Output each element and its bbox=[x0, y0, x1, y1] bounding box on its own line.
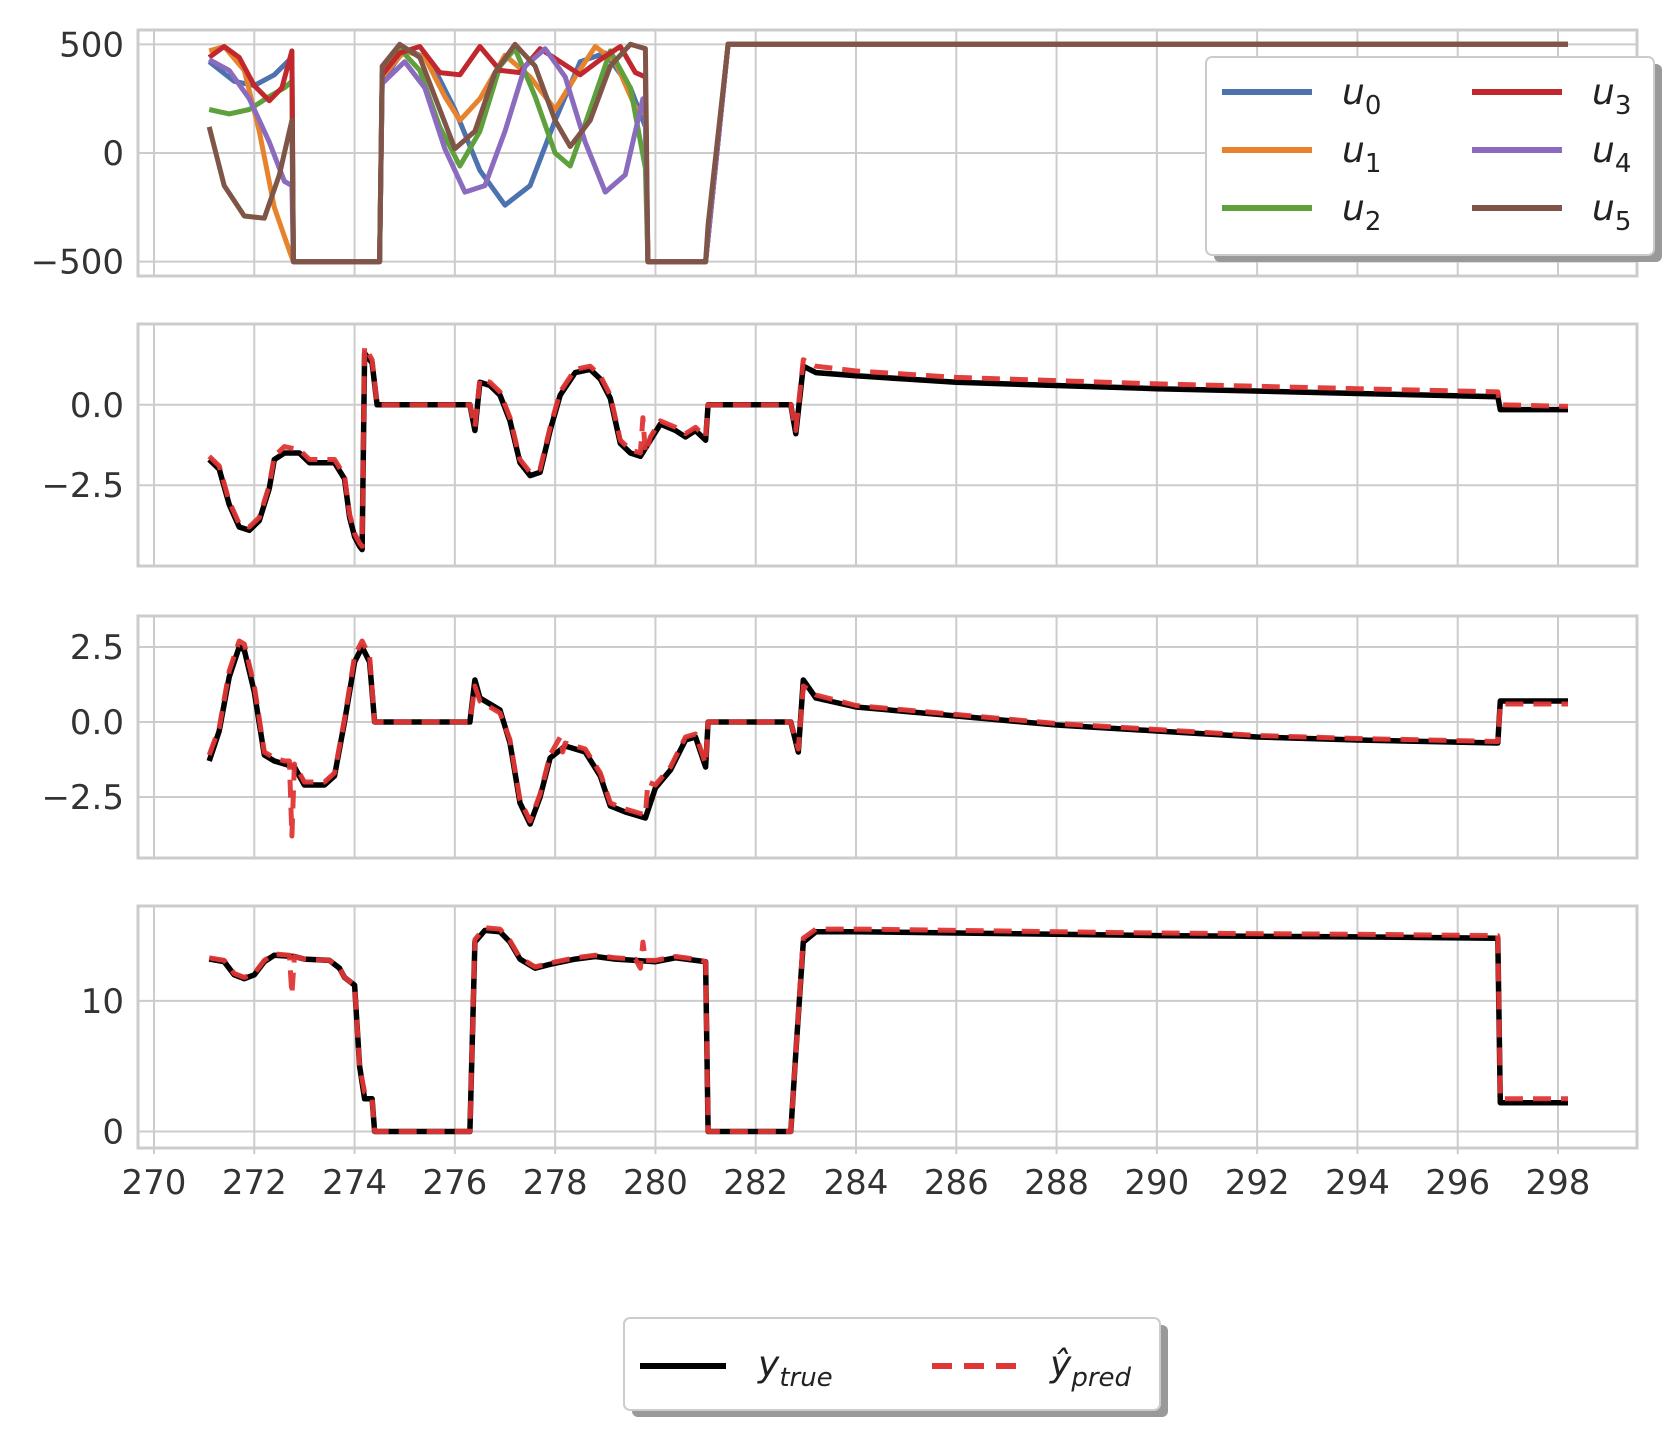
legend-bottom: ytrue ŷpred bbox=[623, 1317, 1168, 1417]
series-line-y-true bbox=[208, 927, 1568, 1135]
x-tick-label: 270 bbox=[122, 1163, 187, 1203]
x-tick-label: 286 bbox=[924, 1163, 989, 1203]
axes-frame bbox=[136, 322, 1639, 568]
x-tick-label: 296 bbox=[1425, 1163, 1490, 1203]
x-tick-label: 294 bbox=[1325, 1163, 1390, 1203]
x-tick-label: 290 bbox=[1124, 1163, 1189, 1203]
x-tick-label: 272 bbox=[222, 1163, 287, 1203]
series-line-y-true bbox=[207, 350, 1568, 553]
axes-frame bbox=[136, 904, 1639, 1150]
series-line-y-pred bbox=[207, 344, 1569, 549]
series-line-u2 bbox=[208, 41, 1568, 265]
x-tick-label: 278 bbox=[523, 1163, 588, 1203]
legend-top-box bbox=[1205, 56, 1655, 256]
y-tick-label: 10 bbox=[81, 982, 124, 1022]
series-line-u3 bbox=[207, 41, 1568, 265]
x-tick-label: 276 bbox=[422, 1163, 487, 1203]
legend-bottom-box bbox=[623, 1317, 1161, 1411]
x-tick-label: 292 bbox=[1225, 1163, 1290, 1203]
x-tick-label: 288 bbox=[1024, 1163, 1089, 1203]
y-tick-label: −2.5 bbox=[41, 466, 124, 506]
y-tick-label: 0 bbox=[102, 134, 124, 174]
legend-label-u2: u2 bbox=[1342, 188, 1381, 237]
x-tick-label: 280 bbox=[623, 1163, 688, 1203]
series-line-y-pred bbox=[208, 925, 1568, 1134]
panel-4: 10 0 270 272 274 276 278 280 282 284 286 288 290 292 2… bbox=[81, 904, 1639, 1203]
x-tick-label: 298 bbox=[1526, 1163, 1591, 1203]
y-tick-label: 500 bbox=[59, 25, 124, 65]
x-tick-label: 282 bbox=[723, 1163, 788, 1203]
series-line-y-pred bbox=[206, 638, 1568, 839]
y-tick-label: −2.5 bbox=[41, 778, 124, 818]
panel-3: 2.5 0.0 −2.5 bbox=[41, 614, 1639, 860]
x-tick-label: 274 bbox=[322, 1163, 387, 1203]
y-tick-label: −500 bbox=[31, 243, 124, 283]
y-tick-label: 0 bbox=[102, 1112, 124, 1152]
panel-2: 0.0 −2.5 bbox=[41, 322, 1639, 568]
series-line-u5 bbox=[206, 41, 1568, 265]
axes-frame bbox=[136, 614, 1639, 860]
x-tick-label: 284 bbox=[824, 1163, 889, 1203]
y-tick-label: 0.0 bbox=[70, 386, 124, 426]
y-tick-label: 0.0 bbox=[70, 703, 124, 743]
y-tick-label: 2.5 bbox=[70, 628, 124, 668]
